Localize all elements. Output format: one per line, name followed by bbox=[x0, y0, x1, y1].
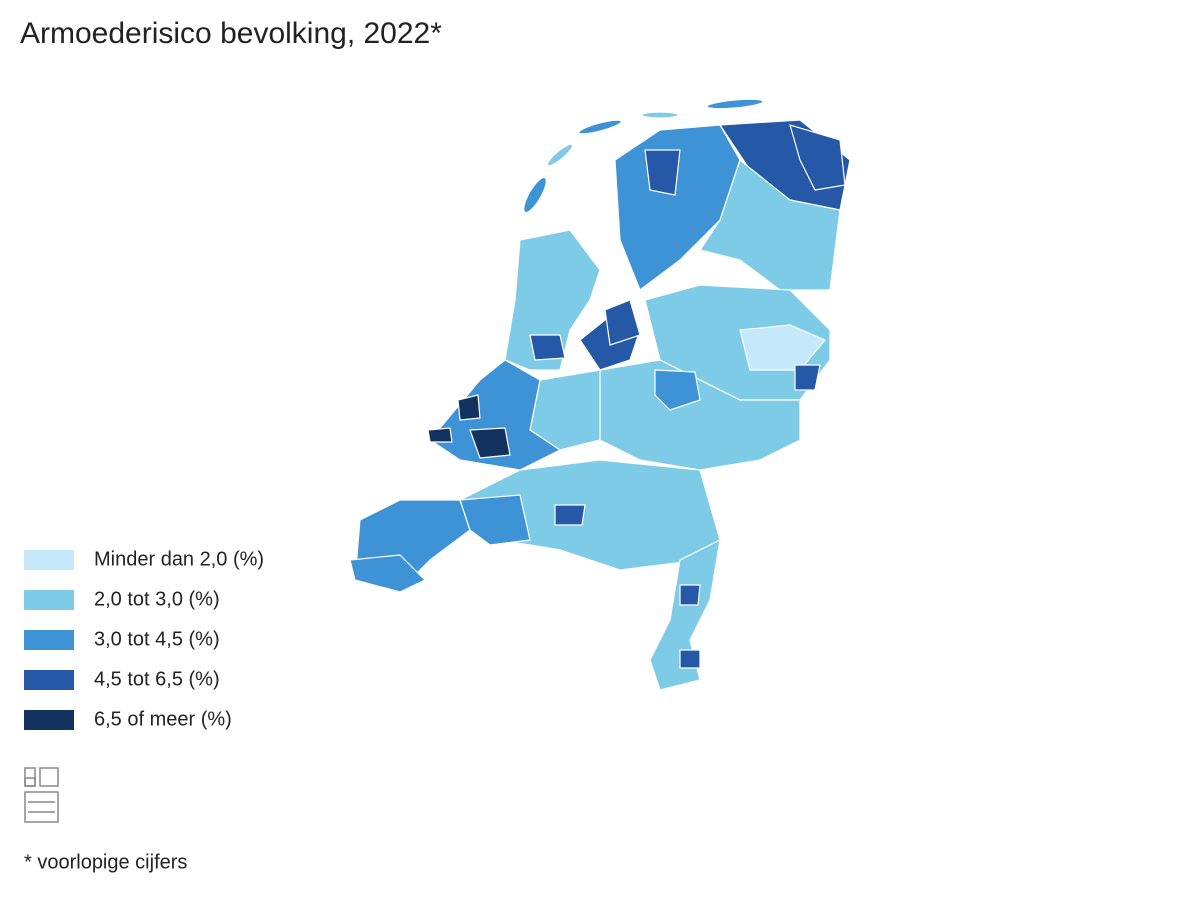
map-region bbox=[789, 124, 846, 191]
map-region bbox=[546, 143, 574, 167]
map-region bbox=[578, 119, 622, 135]
legend-swatch bbox=[24, 630, 74, 650]
map-region bbox=[554, 504, 586, 526]
map-region bbox=[644, 149, 681, 196]
legend-label: Minder dan 2,0 (%) bbox=[94, 548, 264, 570]
cbs-logo bbox=[24, 767, 59, 823]
legend-swatch bbox=[24, 670, 74, 690]
map-region bbox=[523, 176, 547, 214]
legend-swatch bbox=[24, 710, 74, 730]
map-region bbox=[649, 539, 721, 691]
map-region bbox=[654, 369, 701, 411]
title: Armoederisico bevolking, 2022* bbox=[20, 17, 442, 50]
map-region bbox=[459, 494, 531, 546]
map-region bbox=[794, 364, 821, 391]
legend-label: 4,5 tot 6,5 (%) bbox=[94, 668, 220, 690]
map-region bbox=[641, 111, 679, 119]
map-region bbox=[706, 98, 764, 110]
map-region bbox=[604, 299, 641, 346]
map-region bbox=[429, 359, 561, 471]
map-region bbox=[427, 427, 453, 443]
map-region bbox=[679, 649, 701, 669]
map-region bbox=[739, 324, 826, 371]
map-region bbox=[349, 554, 426, 593]
map-region bbox=[457, 394, 481, 421]
legend-swatch bbox=[24, 590, 74, 610]
map-region bbox=[504, 229, 601, 371]
legend: Minder dan 2,0 (%) 2,0 tot 3,0 (%) 3,0 tot… bbox=[24, 548, 264, 730]
legend-label: 2,0 tot 3,0 (%) bbox=[94, 588, 220, 610]
map-region bbox=[529, 334, 566, 361]
footnote: * voorlopige cijfers bbox=[24, 851, 187, 873]
map bbox=[349, 98, 851, 691]
map-region bbox=[679, 584, 701, 606]
legend-swatch bbox=[24, 550, 74, 570]
legend-label: 6,5 of meer (%) bbox=[94, 708, 232, 730]
map-region bbox=[469, 427, 511, 459]
legend-label: 3,0 tot 4,5 (%) bbox=[94, 628, 220, 650]
